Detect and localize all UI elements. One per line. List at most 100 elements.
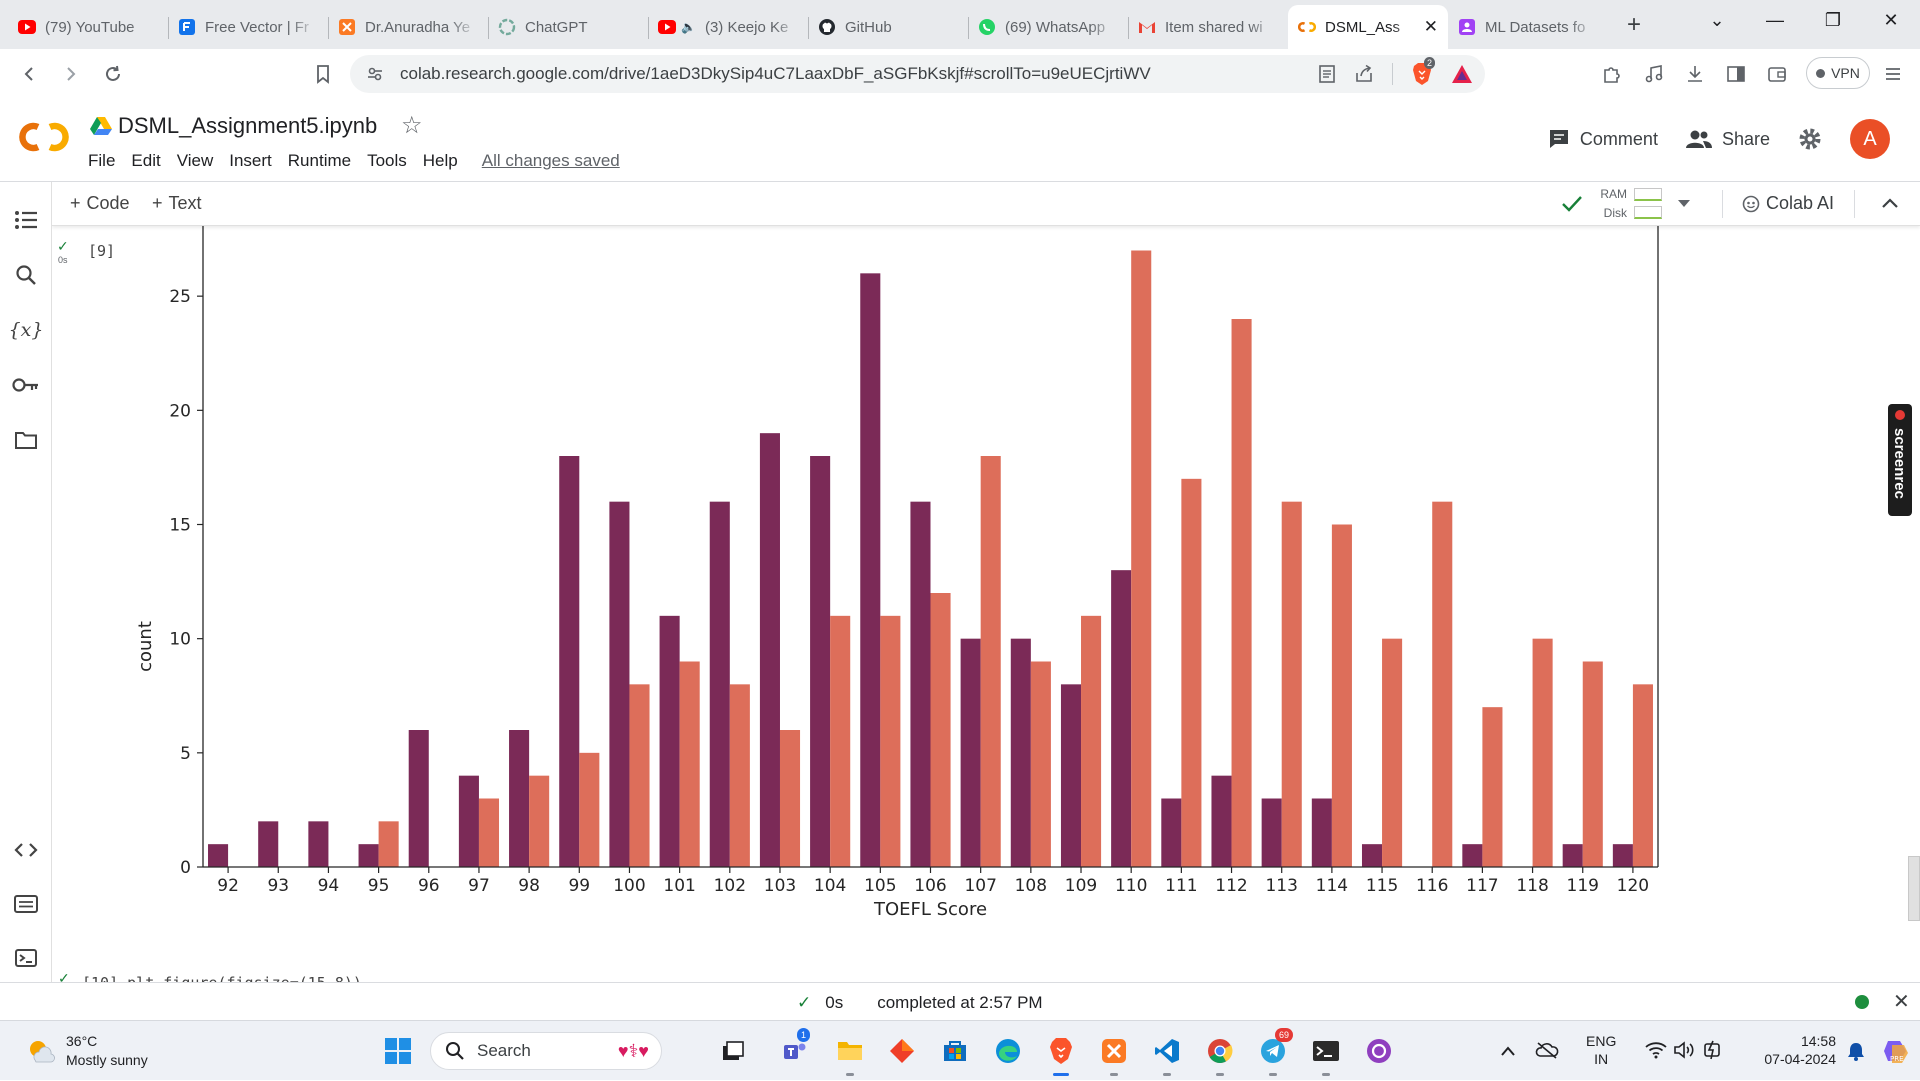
add-code-button[interactable]: + Code: [70, 193, 130, 214]
menu-tools[interactable]: Tools: [367, 151, 407, 170]
copilot-icon[interactable]: PRE: [1882, 1037, 1910, 1065]
bar-102-series-2: [729, 684, 750, 867]
taskbar-vscode-button[interactable]: [1147, 1031, 1187, 1076]
taskbar-app-red-diamond-button[interactable]: [882, 1031, 922, 1071]
taskbar-edge-button[interactable]: [988, 1031, 1028, 1071]
tab-audio-icon[interactable]: 🔈: [681, 20, 696, 34]
browser-tab[interactable]: ML Datasets fo: [1448, 5, 1608, 49]
folder-icon[interactable]: [10, 424, 42, 456]
wifi-icon[interactable]: [1645, 1041, 1667, 1059]
browser-tab[interactable]: ChatGPT: [488, 5, 648, 49]
menu-insert[interactable]: Insert: [229, 151, 272, 170]
taskbar-file-explorer-button[interactable]: [830, 1031, 870, 1076]
taskbar-search-box[interactable]: Search ♥⚕♥: [430, 1032, 662, 1070]
browser-tab[interactable]: 🔈 (3) Keejo Ke: [648, 5, 808, 49]
share-button[interactable]: Share: [1685, 129, 1770, 150]
menu-help[interactable]: Help: [422, 151, 458, 170]
collapse-chevron-icon[interactable]: [1881, 196, 1899, 210]
table-of-contents-icon[interactable]: [10, 204, 42, 236]
vpn-button[interactable]: VPN: [1806, 57, 1870, 89]
notebook-title[interactable]: DSML_Assignment5.ipynb: [118, 113, 378, 138]
colab-ai-label: Colab AI: [1766, 193, 1835, 213]
colab-logo[interactable]: [16, 119, 72, 155]
url-text[interactable]: colab.research.google.com/drive/1aeD3Dky…: [400, 64, 1151, 83]
site-settings-icon[interactable]: [366, 65, 384, 83]
save-status-link[interactable]: All changes saved: [481, 151, 620, 170]
x-tick-label: 93: [267, 876, 289, 896]
terminal-icon[interactable]: [10, 942, 42, 974]
weather-widget[interactable]: 36°C Mostly sunny: [26, 1032, 148, 1070]
language-indicator[interactable]: ENG IN: [1586, 1032, 1616, 1068]
next-cell-code[interactable]: ✓ [10] plt.figure(figsize=(15,8)): [58, 970, 362, 982]
browser-tab[interactable]: (79) YouTube: [8, 5, 168, 49]
minimize-icon[interactable]: —: [1766, 9, 1784, 30]
code-snippets-icon[interactable]: [10, 834, 42, 866]
onedrive-offline-icon[interactable]: [1535, 1041, 1559, 1059]
comment-button[interactable]: Comment: [1548, 128, 1658, 150]
clock[interactable]: 14:58 07-04-2024: [1736, 1032, 1836, 1068]
restore-icon[interactable]: ❐: [1824, 9, 1842, 30]
brave-rewards-icon[interactable]: [1451, 64, 1473, 84]
menu-view[interactable]: View: [176, 151, 214, 170]
taskbar-chrome-button[interactable]: [1200, 1031, 1240, 1076]
settings-gear-icon[interactable]: [1798, 127, 1822, 151]
menu-runtime[interactable]: Runtime: [287, 151, 352, 170]
back-button[interactable]: [10, 54, 50, 94]
taskbar-brave-browser-button[interactable]: [1041, 1031, 1081, 1076]
browser-tab[interactable]: Free Vector | Fr: [168, 5, 328, 49]
google-drive-icon[interactable]: [90, 116, 112, 136]
dropdown-caret-icon[interactable]: [1677, 199, 1691, 209]
secrets-key-icon[interactable]: [10, 369, 42, 401]
share-page-icon[interactable]: [1354, 64, 1374, 84]
notification-bell-icon[interactable]: [1847, 1041, 1865, 1061]
taskbar-terminal-app-button[interactable]: [1306, 1031, 1346, 1076]
volume-icon[interactable]: [1673, 1041, 1695, 1059]
wallet-icon[interactable]: [1767, 64, 1787, 84]
close-window-icon[interactable]: ✕: [1883, 9, 1899, 30]
taskbar-microsoft-store-button[interactable]: [935, 1031, 975, 1071]
chevron-up-icon[interactable]: [1500, 1045, 1516, 1057]
add-text-button[interactable]: + Text: [152, 193, 202, 214]
cell-execution-count[interactable]: [9]: [88, 242, 116, 260]
status-text[interactable]: completed at 2:57 PM: [877, 993, 1043, 1012]
screenrec-tag[interactable]: screenrec: [1888, 404, 1912, 516]
taskbar-github-desktop-button[interactable]: [1359, 1031, 1399, 1071]
taskbar-task-view-button[interactable]: [713, 1031, 753, 1071]
extensions-icon[interactable]: [1601, 64, 1621, 84]
forward-button[interactable]: [50, 54, 90, 94]
close-status-icon[interactable]: ✕: [1893, 991, 1910, 1013]
star-icon[interactable]: ☆: [401, 112, 423, 139]
taskbar-teams-button[interactable]: 1: [775, 1028, 815, 1071]
browser-tab[interactable]: DSML_Ass ✕: [1288, 5, 1448, 49]
browser-tab[interactable]: Dr.Anuradha Ye: [328, 5, 488, 49]
reader-mode-icon[interactable]: [1318, 64, 1336, 84]
command-palette-icon[interactable]: [10, 888, 42, 920]
resource-monitor[interactable]: RAM Disk: [1597, 182, 1737, 226]
browser-menu-icon[interactable]: [1883, 64, 1903, 84]
browser-tab[interactable]: (69) WhatsApp: [968, 5, 1128, 49]
scrollbar-thumb[interactable]: [1908, 856, 1920, 921]
download-icon[interactable]: [1685, 64, 1705, 84]
colab-ai-button[interactable]: Colab AI: [1742, 193, 1834, 214]
menu-file[interactable]: File: [88, 151, 116, 170]
media-icon[interactable]: [1644, 64, 1664, 84]
menu-edit[interactable]: Edit: [131, 151, 161, 170]
address-bar[interactable]: colab.research.google.com/drive/1aeD3Dky…: [350, 55, 1485, 93]
start-button[interactable]: [378, 1031, 418, 1071]
browser-tab[interactable]: Item shared wi: [1128, 5, 1288, 49]
brave-shields-button[interactable]: 2: [1411, 57, 1436, 86]
variables-icon[interactable]: {x}: [8, 319, 44, 341]
tab-search-chevron-icon[interactable]: ⌄: [1709, 9, 1725, 30]
browser-tab[interactable]: GitHub: [808, 5, 968, 49]
tab-close-icon[interactable]: ✕: [1423, 17, 1438, 36]
reload-button[interactable]: [93, 54, 133, 94]
avatar[interactable]: A: [1850, 119, 1890, 159]
running-indicator: [1110, 1073, 1118, 1076]
search-icon[interactable]: [10, 259, 42, 291]
bookmark-button[interactable]: [303, 54, 343, 94]
battery-charging-icon[interactable]: [1702, 1040, 1724, 1060]
taskbar-telegram-button[interactable]: 69: [1253, 1028, 1294, 1076]
new-tab-button[interactable]: +: [1614, 5, 1654, 45]
sidebar-toggle-icon[interactable]: [1726, 64, 1746, 84]
taskbar-xampp-app-button[interactable]: [1094, 1031, 1134, 1076]
